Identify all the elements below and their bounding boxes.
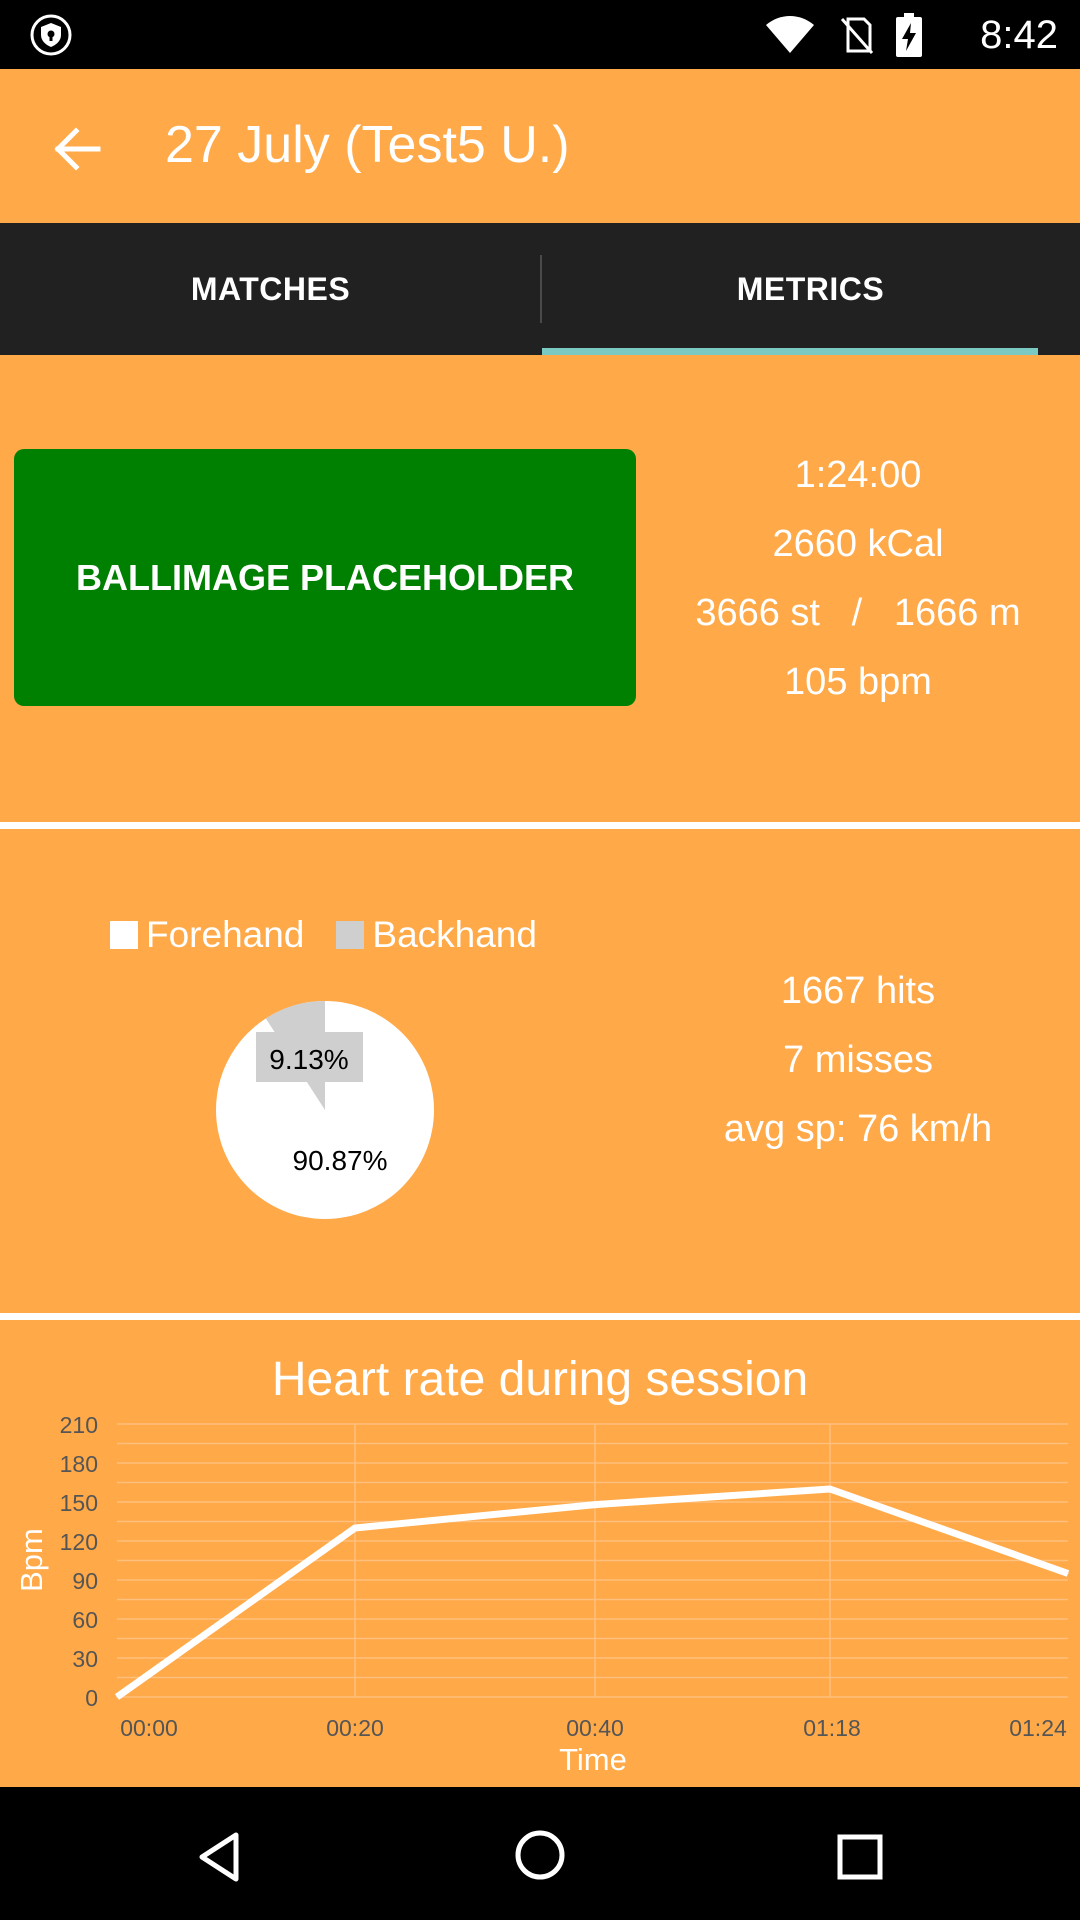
home-circle-icon[interactable]: [510, 1825, 570, 1885]
y-tick-label: 210: [60, 1412, 98, 1438]
y-tick-label: 60: [72, 1607, 98, 1633]
hits-value: 1667 hits: [780, 970, 936, 1012]
no-sim-icon: [840, 17, 874, 54]
heart-rate-point: [1067, 1573, 1069, 1574]
x-tick-label: 01:24: [1009, 1715, 1067, 1741]
y-tick-label: 120: [60, 1529, 98, 1555]
heart-rate-point: [829, 1488, 831, 1490]
legend-item-backhand: Backhand: [336, 914, 537, 956]
legend-label-forehand: Forehand: [146, 914, 305, 955]
heart-rate-value: 105 bpm: [784, 661, 932, 703]
wifi-icon: [766, 16, 814, 53]
recents-square-icon[interactable]: [830, 1827, 890, 1887]
pie-legend: Forehand Backhand: [110, 910, 569, 960]
x-tick-label: 01:18: [803, 1715, 861, 1741]
x-tick-label: 00:00: [120, 1715, 178, 1741]
app-bar: 27 July (Test5 U.): [0, 69, 1080, 223]
y-tick-label: 30: [72, 1646, 98, 1672]
heart-rate-point: [354, 1527, 356, 1529]
legend-swatch-backhand: [336, 921, 365, 949]
x-tick-label: 00:40: [566, 1715, 624, 1741]
back-triangle-icon[interactable]: [190, 1827, 250, 1887]
tab-metrics[interactable]: METRICS: [736, 270, 885, 307]
hit-stats: 1667 hits 7 misses avg sp: 76 km/h: [660, 957, 1056, 1164]
legend-label-backhand: Backhand: [372, 914, 537, 955]
legend-item-forehand: Forehand: [110, 914, 304, 956]
y-tick-label: 150: [60, 1490, 98, 1516]
steps-distance-value: 3666 st / 1666 m: [695, 592, 1021, 634]
y-tick-label: 0: [85, 1685, 98, 1711]
system-nav-bar: [0, 1787, 1080, 1920]
tab-bar: MATCHES METRICS: [0, 223, 1080, 355]
calories-value: 2660 kCal: [772, 523, 944, 565]
clock: 8:42: [980, 13, 1058, 57]
session-summary: 1:24:00 2660 kCal 3666 st / 1666 m 105 b…: [660, 441, 1056, 717]
tab-indicator: [542, 348, 1038, 355]
x-tick-label: 00:20: [326, 1715, 384, 1741]
avg-speed-value: avg sp: 76 km/h: [723, 1108, 993, 1150]
duration-value: 1:24:00: [794, 454, 922, 496]
arrow-left-icon[interactable]: [48, 119, 108, 179]
chart-title: Heart rate during session: [271, 1353, 809, 1406]
misses-value: 7 misses: [783, 1039, 933, 1081]
tab-divider: [540, 255, 542, 323]
pie-label-backhand: 9.13%: [269, 1044, 348, 1075]
tab-matches[interactable]: MATCHES: [190, 270, 351, 307]
status-bar: 8:42: [0, 0, 1080, 69]
forehand-backhand-pie-chart: 9.13% 90.87%: [216, 1001, 434, 1219]
legend-swatch-forehand: [110, 921, 138, 949]
section-divider: [0, 1313, 1080, 1320]
section-divider: [0, 822, 1080, 829]
heart-rate-line-chart: 0 30 60 90 120 150 180 210 00:00 00:20 00:40 01:18 0…: [14, 1412, 1070, 1777]
y-axis-title: Bpm: [14, 1528, 49, 1592]
page-title: 27 July (Test5 U.): [165, 116, 570, 174]
y-tick-label: 90: [72, 1568, 98, 1594]
shield-icon: [30, 14, 72, 56]
x-axis-title: Time: [559, 1742, 627, 1777]
heart-rate-point: [594, 1504, 596, 1506]
heart-rate-series-line: [114, 1485, 1070, 1700]
pie-label-forehand: 90.87%: [293, 1145, 388, 1176]
pie-label-box-backhand: [256, 1032, 363, 1082]
heart-rate-point: [116, 1696, 118, 1698]
battery-charging-icon: [896, 13, 922, 57]
ball-image-placeholder: BALLIMAGE PLACEHOLDER: [14, 449, 636, 706]
y-tick-label: 180: [60, 1451, 98, 1477]
